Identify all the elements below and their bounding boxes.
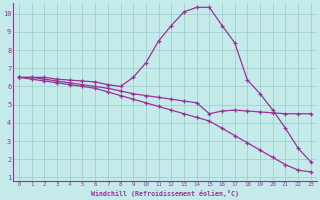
X-axis label: Windchill (Refroidissement éolien,°C): Windchill (Refroidissement éolien,°C) [91, 190, 239, 197]
